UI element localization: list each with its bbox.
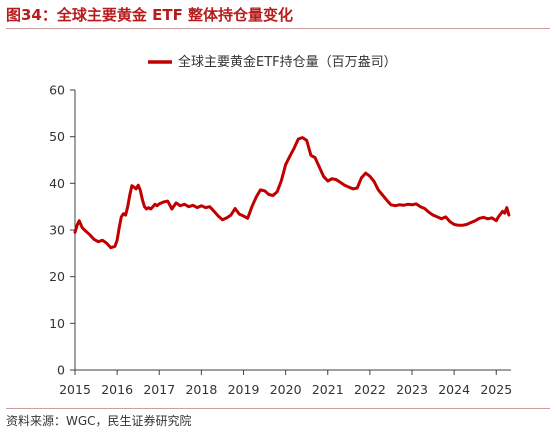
x-tick-label: 2020 <box>270 382 302 397</box>
x-tick-label: 2019 <box>228 382 260 397</box>
source-divider <box>6 408 550 409</box>
x-tick-label: 2018 <box>185 382 217 397</box>
y-tick-label: 60 <box>49 83 65 98</box>
x-axis: 2015 2016 2017 2018 2019 2020 2021 2022 2023 2024… <box>59 369 512 397</box>
x-tick-label: 2016 <box>101 382 133 397</box>
x-tick-label: 2017 <box>143 382 175 397</box>
chart-legend: 全球主要黄金ETF持仓量（百万盎司） <box>148 54 397 70</box>
source-note: 资料来源：WGC，民生证券研究院 <box>6 414 192 428</box>
x-tick-label: 2022 <box>354 382 386 397</box>
legend-label: 全球主要黄金ETF持仓量（百万盎司） <box>178 54 397 70</box>
y-tick-label: 0 <box>57 363 65 378</box>
y-tick-label: 30 <box>49 223 65 238</box>
x-tick-label: 2021 <box>312 382 344 397</box>
figure-title: 图34：全球主要黄金 ETF 整体持仓量变化 <box>6 6 294 24</box>
x-tick-label: 2025 <box>480 382 512 397</box>
x-tick-label: 2015 <box>59 382 91 397</box>
y-tick-label: 50 <box>49 129 65 144</box>
y-tick-label: 40 <box>49 176 65 191</box>
x-tick-label: 2023 <box>396 382 428 397</box>
series-line-0 <box>73 136 511 250</box>
y-tick-label: 10 <box>49 316 65 331</box>
title-divider <box>6 28 550 29</box>
plot-area <box>73 136 511 250</box>
y-axis: 0 10 20 30 40 50 60 <box>49 83 76 378</box>
x-tick-label: 2024 <box>438 382 470 397</box>
y-tick-label: 20 <box>49 269 65 284</box>
